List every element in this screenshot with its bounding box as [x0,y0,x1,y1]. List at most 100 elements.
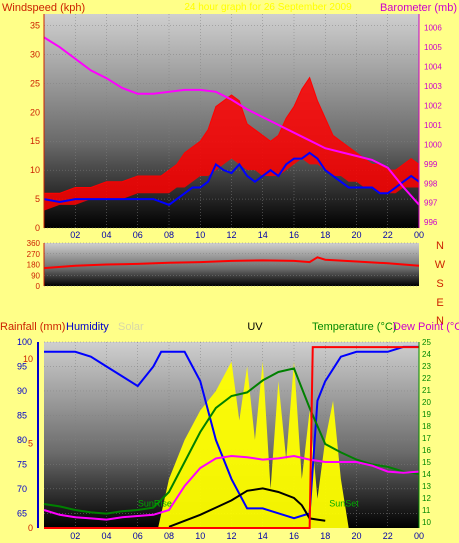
temperature-tick-label: 21 [422,386,431,395]
solar-title: Solar [118,321,144,333]
date-banner: 24 hour graph for 26 September 2009 [184,2,352,13]
wind-y-tick-label: 15 [30,136,40,146]
wind-x-tick-label: 06 [133,230,143,240]
windspeed-kph-band [44,77,419,211]
temperature-tick-label: 19 [422,410,431,419]
humidity-tick-label: 100 [17,337,32,347]
humidity-x-tick-label: 08 [164,531,174,541]
temperature-title: Temperature (°C) [312,321,396,333]
humidity-x-tick-label: 00 [414,531,424,541]
humidity-tick-label: 85 [17,410,27,420]
humidity-tick-label: 80 [17,435,27,445]
wind-y-tick-label: 0 [35,223,40,233]
barometer-tick-label: 999 [424,160,438,169]
barometer-tick-label: 997 [424,199,438,208]
compass-label-s: S [436,278,443,290]
windspeed-title: Windspeed (kph) [2,2,85,14]
direction-y-tick-label: 90 [31,271,40,280]
temperature-tick-label: 18 [422,422,431,431]
wind-x-tick-label: 12 [226,230,236,240]
wind-y-tick-label: 5 [35,194,40,204]
wind-y-tick-label: 25 [30,78,40,88]
barometer-tick-label: 1005 [424,43,442,52]
humidity-tick-label: 75 [17,459,27,469]
barometer-tick-label: 996 [424,218,438,227]
direction-y-tick-label: 180 [27,261,41,270]
compass-label-w: W [435,259,446,271]
rainfall-tick-label: 10 [23,354,33,364]
barometer-tick-label: 1000 [424,140,442,149]
humidity-tick-label: 70 [17,484,27,494]
uv-title: UV [247,321,263,333]
temperature-tick-label: 11 [422,506,431,515]
temperature-tick-label: 16 [422,446,431,455]
humidity-tick-label: 95 [17,361,27,371]
rainfall-mm-line [44,346,419,529]
rainfall-tick-label: 0 [28,523,33,533]
barometer-tick-label: 1003 [424,82,442,91]
temperature-tick-label: 10 [422,518,431,527]
temperature-tick-label: 20 [422,398,431,407]
wind-y-tick-label: 20 [30,107,40,117]
rainfall-tick-label: 5 [28,438,33,448]
temperature-tick-label: 15 [422,458,431,467]
wind-y-tick-label: 30 [30,49,40,59]
temperature-tick-label: 14 [422,470,431,479]
wind-x-tick-label: 22 [383,230,393,240]
wind-x-tick-label: 20 [351,230,361,240]
compass-label-e: E [436,297,443,309]
barometer-title: Barometer (mb) [380,2,457,14]
temperature-tick-label: 12 [422,494,431,503]
solar-area [158,361,349,528]
humidity-series [43,345,420,529]
sunrise-label: SunRise [138,498,172,508]
wind-x-tick-label: 04 [101,230,111,240]
wind-y-tick-label: 10 [30,165,40,175]
humidity-tick-label: 90 [17,386,27,396]
wind-direction-line [43,256,420,270]
temperature-tick-label: 17 [422,434,431,443]
barometer-tick-label: 1002 [424,101,442,110]
barometer-tick-label: 1006 [424,24,442,33]
humidity-x-tick-label: 02 [70,531,80,541]
wind-x-tick-label: 14 [258,230,268,240]
wind-x-tick-label: 18 [320,230,330,240]
humidity-line [44,345,419,520]
temperature-tick-label: 25 [422,338,431,347]
sunset-label: SunSet [329,498,359,508]
humidity-x-tick-label: 12 [226,531,236,541]
compass-label-n: N [436,240,444,252]
barometer-tick-label: 1001 [424,121,442,130]
average-windspeed-line [43,151,420,206]
humidity-x-tick-label: 18 [320,531,330,541]
barometer-tick-label: 1004 [424,63,442,72]
wind-x-tick-label: 10 [195,230,205,240]
temperature-tick-label: 24 [422,350,431,359]
compass-label-n: N [436,315,444,327]
wind-x-tick-label: 00 [414,230,424,240]
barometer-tick-label: 998 [424,179,438,188]
wind-x-tick-label: 16 [289,230,299,240]
humidity-tick-label: 65 [17,508,27,518]
direction-series [43,256,420,270]
dewpoint-title: Dew Point (°C) [393,321,459,333]
humidity-x-tick-label: 14 [258,531,268,541]
wind-x-tick-label: 08 [164,230,174,240]
humidity-x-tick-label: 06 [133,531,143,541]
wind-y-tick-label: 35 [30,21,40,31]
temperature-tick-label: 13 [422,482,431,491]
temperature-tick-label: 23 [422,362,431,371]
temperature-tick-label: 22 [422,374,431,383]
wind-axes: 02 04 06 08 10 12 14 16 18 20 22 000510152025303599… [30,14,442,240]
humidity-title: Humidity [66,321,109,333]
windspeed-kph-line [44,76,420,194]
wind-series [43,36,420,211]
humidity-x-tick-label: 22 [383,531,393,541]
rainfall-title: Rainfall (mm) [0,321,65,333]
direction-y-tick-label: 270 [27,250,41,259]
humidity-x-tick-label: 16 [289,531,299,541]
direction-y-tick-label: 360 [27,239,41,248]
wind-x-tick-label: 02 [70,230,80,240]
